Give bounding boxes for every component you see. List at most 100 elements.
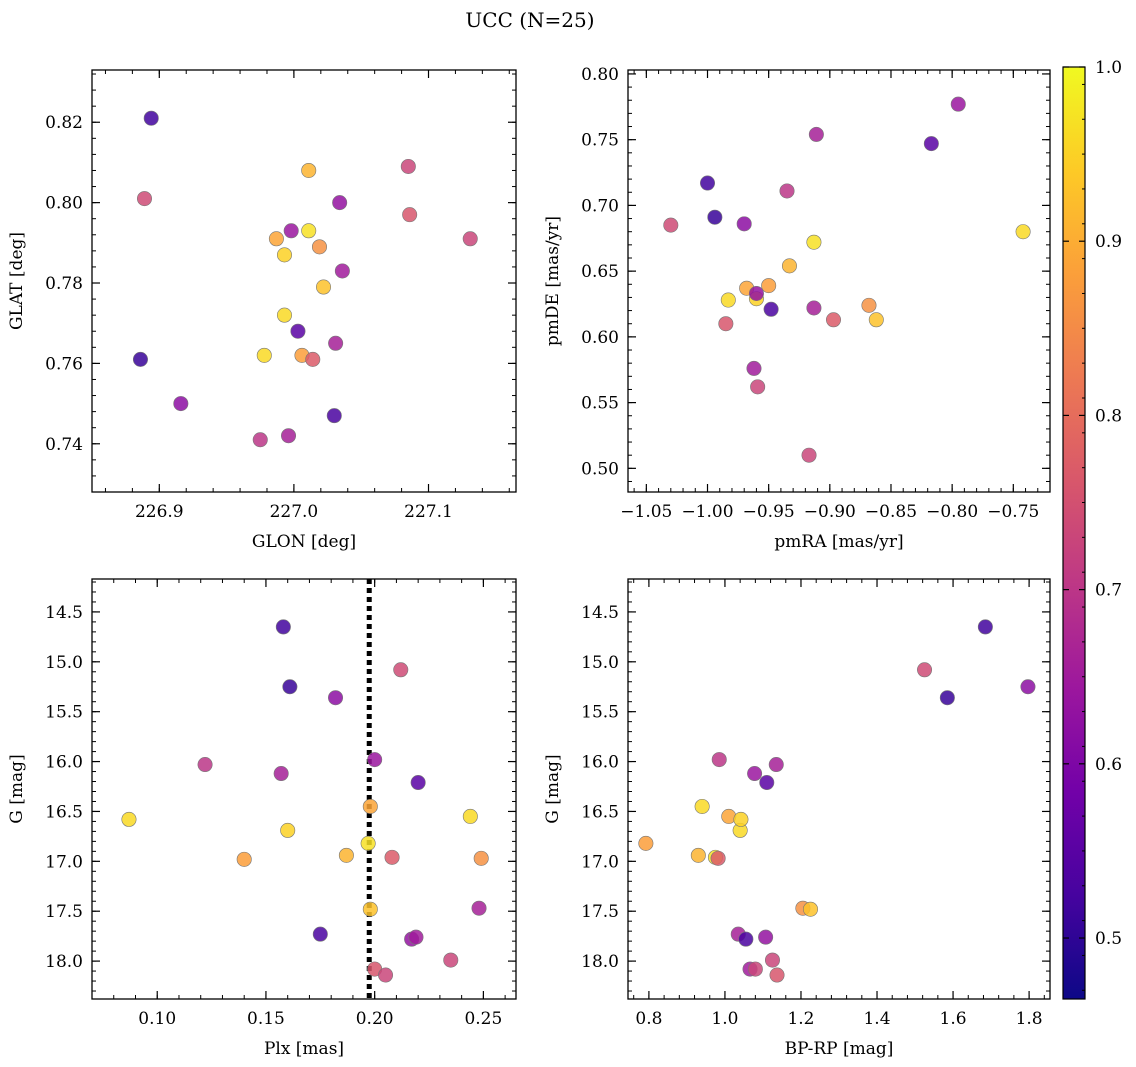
data-point	[338, 847, 354, 863]
plot-frame	[627, 578, 1051, 1000]
data-point	[710, 850, 726, 866]
x-tick-label: 1.0	[711, 1009, 738, 1029]
data-point	[808, 126, 824, 142]
data-point	[301, 223, 317, 239]
y-tick-label: 18.0	[581, 952, 619, 972]
panel-plx-g: 0.10 0.15 0.20 0.25 14.5 15.0 15.5 16.0 16.5 17.0…	[7, 578, 517, 1059]
data-point	[334, 263, 350, 279]
data-point	[711, 752, 727, 768]
data-point	[132, 351, 148, 367]
data-point	[290, 323, 306, 339]
colorbar-gradient	[1062, 66, 1086, 1000]
data-point	[328, 335, 344, 351]
colorbar: 0.5 0.6 0.7 0.8 0.9 1.0	[1062, 58, 1122, 1000]
x-axis-label: Plx [mas]	[264, 1039, 344, 1059]
data-point	[638, 835, 654, 851]
data-point	[136, 191, 152, 207]
y-axis-label: G [mag]	[543, 754, 563, 823]
x-axis-label: GLON [deg]	[252, 532, 356, 552]
x-tick-label: 1.4	[863, 1009, 890, 1029]
data-point	[408, 929, 424, 945]
data-point	[923, 136, 939, 152]
x-tick-label: 0.15	[247, 1009, 285, 1029]
data-point	[312, 926, 328, 942]
y-tick-label: 15.5	[581, 703, 619, 723]
data-point	[256, 347, 272, 363]
data-point	[173, 396, 189, 412]
y-tick-label: 0.82	[45, 113, 83, 133]
data-point	[462, 231, 478, 247]
data-point	[268, 231, 284, 247]
x-tick-label: 0.20	[356, 1009, 394, 1029]
x-tick-label: 1.8	[1016, 1009, 1043, 1029]
colorbar-tick-label: 0.5	[1095, 929, 1122, 949]
data-point	[473, 850, 489, 866]
data-point	[663, 217, 679, 233]
y-tick-label: 18.0	[45, 952, 83, 972]
y-tick-label: 16.0	[45, 753, 83, 773]
data-point	[362, 901, 378, 917]
data-point	[747, 961, 763, 977]
x-axis-label: BP-RP [mag]	[785, 1039, 894, 1059]
data-point	[276, 307, 292, 323]
data-point	[378, 967, 394, 983]
data-point	[443, 952, 459, 968]
plot-frame	[627, 69, 1051, 493]
data-point	[273, 766, 289, 782]
y-tick-label: 0.80	[45, 194, 83, 214]
data-point	[806, 300, 822, 316]
data-point	[746, 360, 762, 376]
data-point	[977, 619, 993, 635]
y-tick-label: 0.78	[45, 274, 83, 294]
data-point	[806, 234, 822, 250]
panel-pmra-pmde: −1.05 −1.00 −0.95 −0.90 −0.85 −0.80 −0.75 0.50 0…	[543, 65, 1051, 552]
data-point	[275, 619, 291, 635]
data-point	[763, 301, 779, 317]
data-point	[733, 811, 749, 827]
data-point	[801, 447, 817, 463]
colorbar-tick-label: 0.9	[1095, 232, 1122, 252]
y-tick-label: 15.0	[45, 653, 83, 673]
y-tick-label: 0.76	[45, 354, 83, 374]
data-point	[143, 110, 159, 126]
y-tick-label: 16.0	[581, 753, 619, 773]
y-tick-label: 0.74	[45, 435, 83, 455]
data-point	[736, 216, 752, 232]
plot-frame	[91, 69, 517, 493]
y-tick-label: 14.5	[45, 603, 83, 623]
x-tick-label: −0.75	[987, 502, 1039, 522]
data-point	[362, 798, 378, 814]
y-tick-label: 14.5	[581, 603, 619, 623]
x-tick-label: 0.25	[464, 1009, 502, 1029]
data-point	[950, 96, 966, 112]
data-point	[939, 690, 955, 706]
y-tick-label: 0.80	[581, 65, 619, 85]
x-tick-label: 1.2	[787, 1009, 814, 1029]
data-point	[282, 679, 298, 695]
x-tick-label: −1.05	[620, 502, 672, 522]
data-point	[769, 967, 785, 983]
x-tick-label: 0.8	[635, 1009, 662, 1029]
data-point	[720, 292, 736, 308]
data-point	[748, 285, 764, 301]
data-point	[768, 757, 784, 773]
data-point	[779, 183, 795, 199]
data-point	[301, 162, 317, 178]
data-point	[781, 258, 797, 274]
data-point	[332, 195, 348, 211]
data-point	[1015, 224, 1031, 240]
y-axis-label: pmDE [mas/yr]	[543, 216, 563, 346]
x-axis-label: pmRA [mas/yr]	[774, 532, 903, 552]
x-tick-label: 0.10	[138, 1009, 176, 1029]
data-point	[311, 239, 327, 255]
colorbar-tick-label: 0.7	[1095, 581, 1122, 601]
y-axis-label: G [mag]	[7, 754, 27, 823]
data-point	[121, 811, 137, 827]
colorbar-tick-label: 0.8	[1095, 406, 1122, 426]
figure-title: UCC (N=25)	[465, 8, 594, 32]
data-point	[410, 775, 426, 791]
x-tick-label: −0.85	[865, 502, 917, 522]
x-tick-label: −0.90	[804, 502, 856, 522]
y-tick-label: 0.75	[581, 131, 619, 151]
